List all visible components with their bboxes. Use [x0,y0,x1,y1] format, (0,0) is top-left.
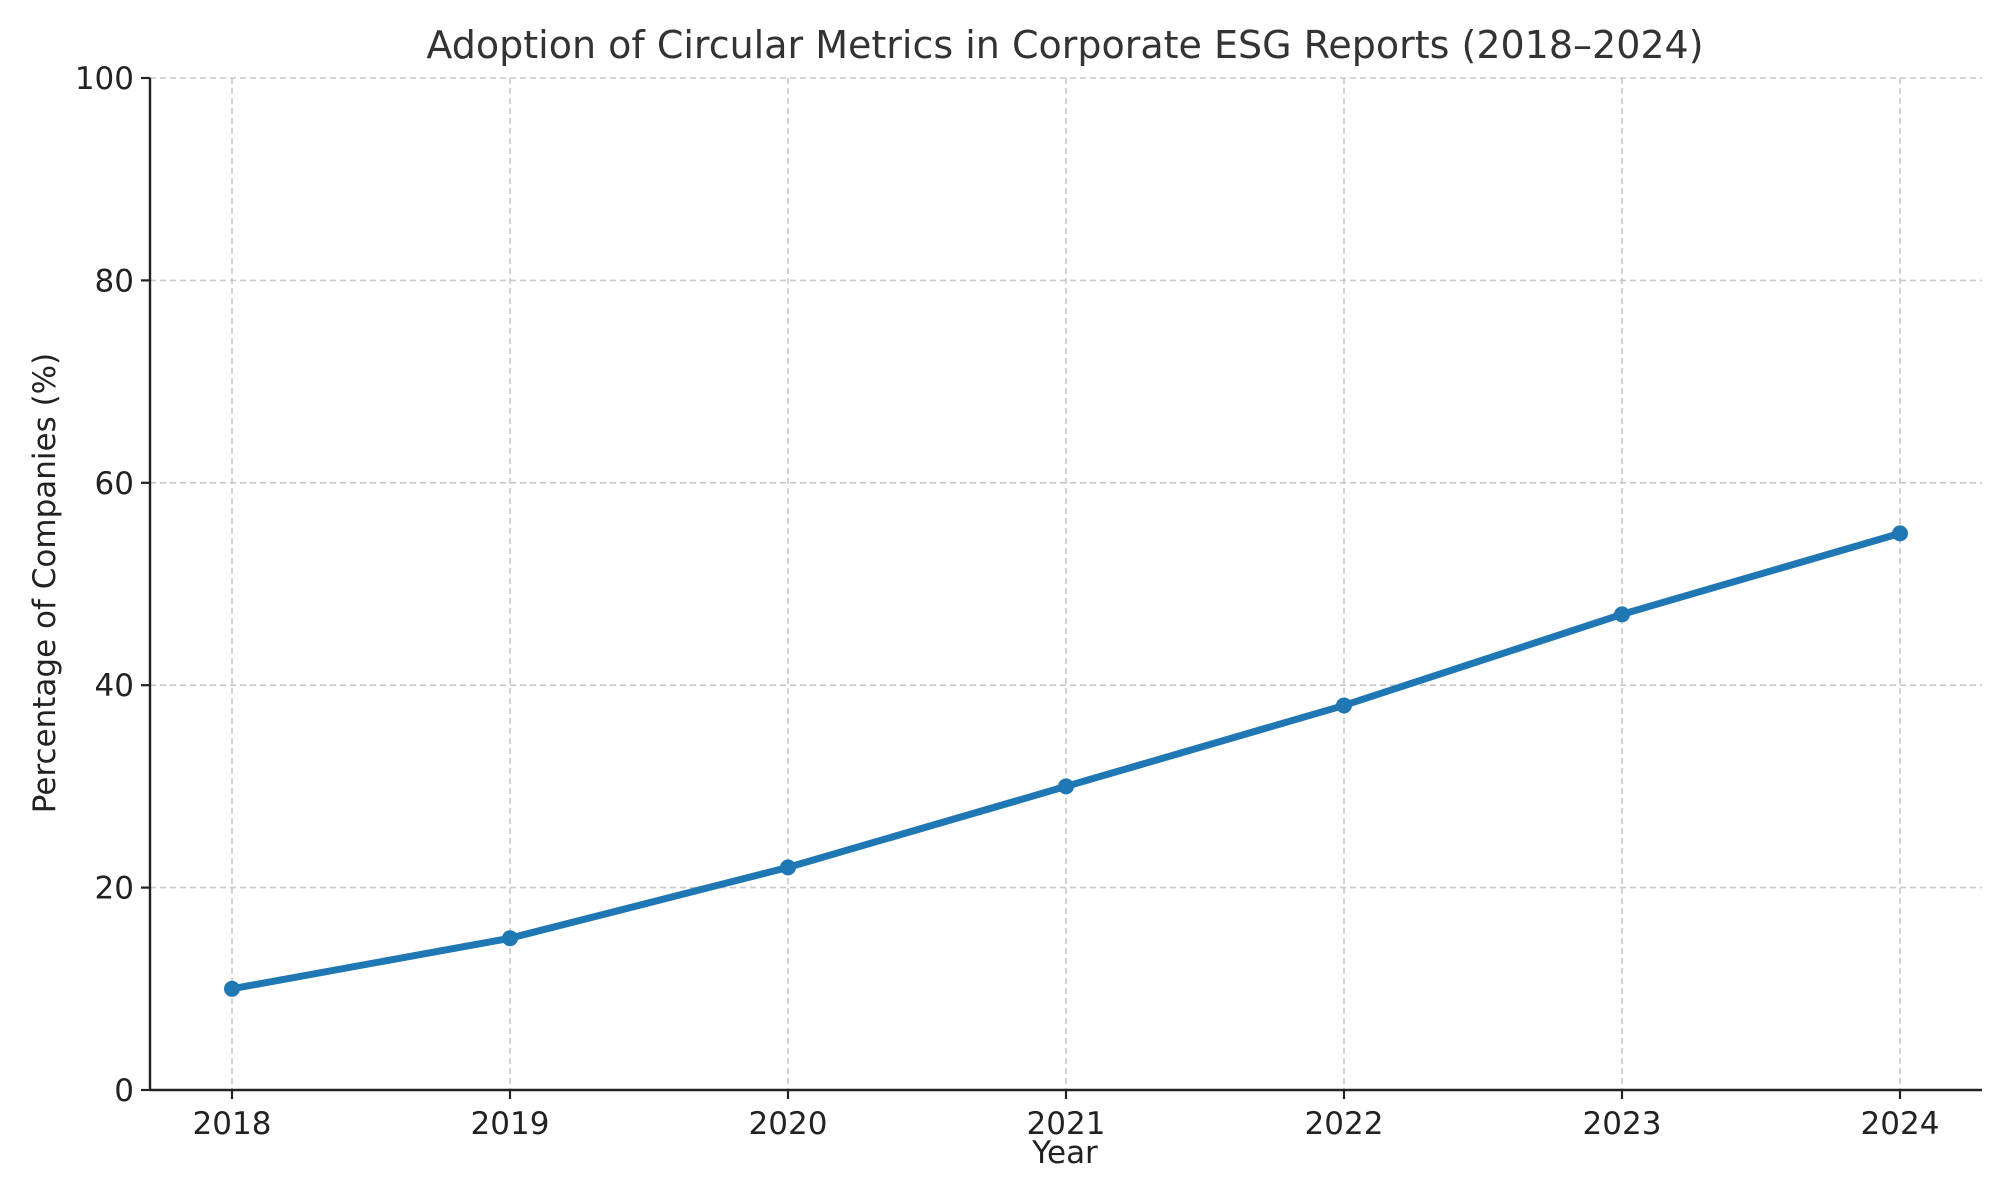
y-tick-label: 0 [114,1073,134,1109]
series-layer [224,525,1908,997]
y-tick-label: 20 [95,871,134,907]
data-point [1614,606,1630,623]
data-point [1892,525,1908,542]
y-tick-label: 80 [95,263,134,299]
data-point [224,980,240,997]
y-tick-label: 100 [75,61,134,97]
axes [141,76,1982,1099]
y-tick-label: 40 [95,668,134,704]
grid [150,77,1982,1090]
x-axis-label: Year [1031,1135,1098,1171]
tick-labels: 0 20 40 60 80 100 2018 2019 2020 2021 2022 2023 2024 [75,61,1940,1142]
x-tick-label: 2021 [1027,1106,1106,1142]
x-tick-label: 2019 [471,1106,550,1142]
data-point [780,859,796,876]
data-point [1336,697,1352,714]
data-point [502,930,518,947]
chart-title: Adoption of Circular Metrics in Corporat… [426,23,1703,67]
y-tick-label: 60 [95,466,134,502]
data-point [1058,778,1074,795]
x-tick-label: 2023 [1583,1106,1662,1142]
x-tick-label: 2024 [1861,1106,1940,1142]
y-axis-label: Percentage of Companies (%) [27,353,63,813]
x-tick-label: 2018 [193,1106,272,1142]
x-tick-label: 2020 [749,1106,828,1142]
x-tick-label: 2022 [1305,1106,1384,1142]
